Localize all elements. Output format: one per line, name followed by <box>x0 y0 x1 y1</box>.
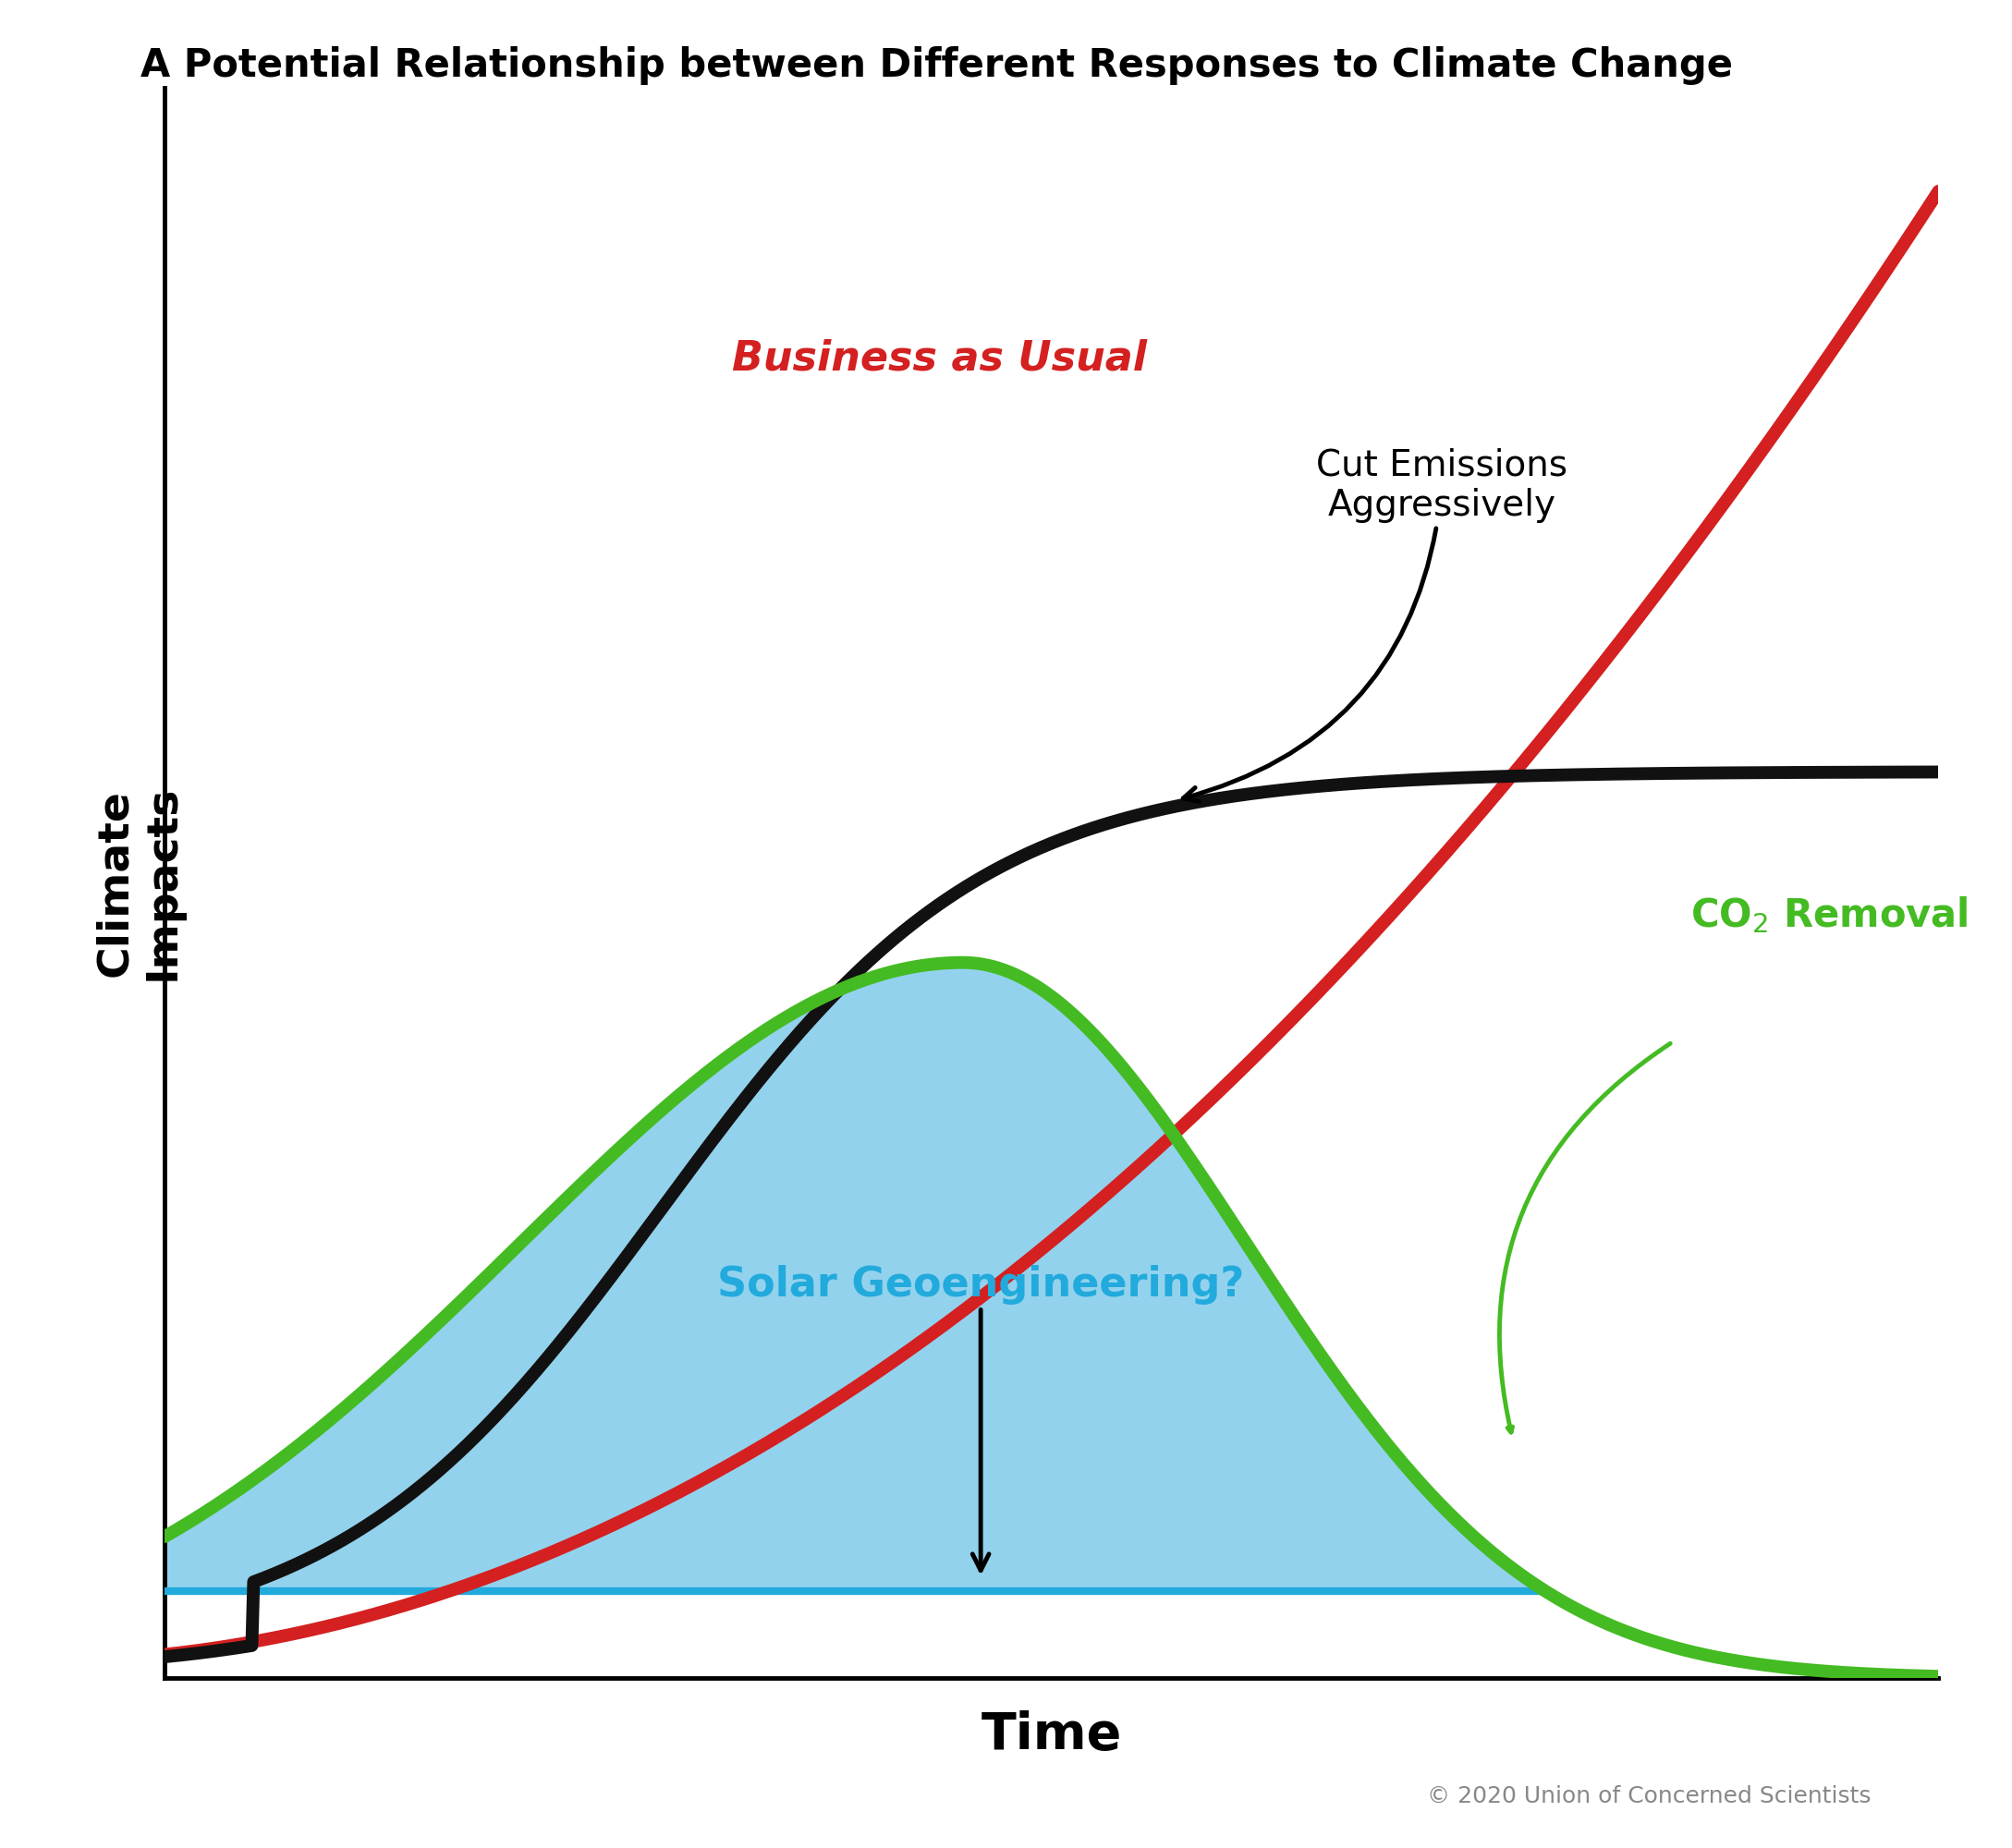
Text: Business as Usual: Business as Usual <box>732 338 1147 379</box>
Text: © 2020 Union of Concerned Scientists: © 2020 Union of Concerned Scientists <box>1427 1785 1871 1807</box>
Text: Cut Emissions
Aggressively: Cut Emissions Aggressively <box>1183 447 1567 802</box>
X-axis label: Time: Time <box>982 1711 1123 1759</box>
Text: A Potential Relationship between Different Responses to Climate Change: A Potential Relationship between Differe… <box>141 46 1732 85</box>
Y-axis label: Climate
Impacts: Climate Impacts <box>95 785 183 981</box>
Text: CO$_2$ Removal: CO$_2$ Removal <box>1690 894 1968 935</box>
Text: Solar Geoengineering?: Solar Geoengineering? <box>716 1264 1243 1571</box>
